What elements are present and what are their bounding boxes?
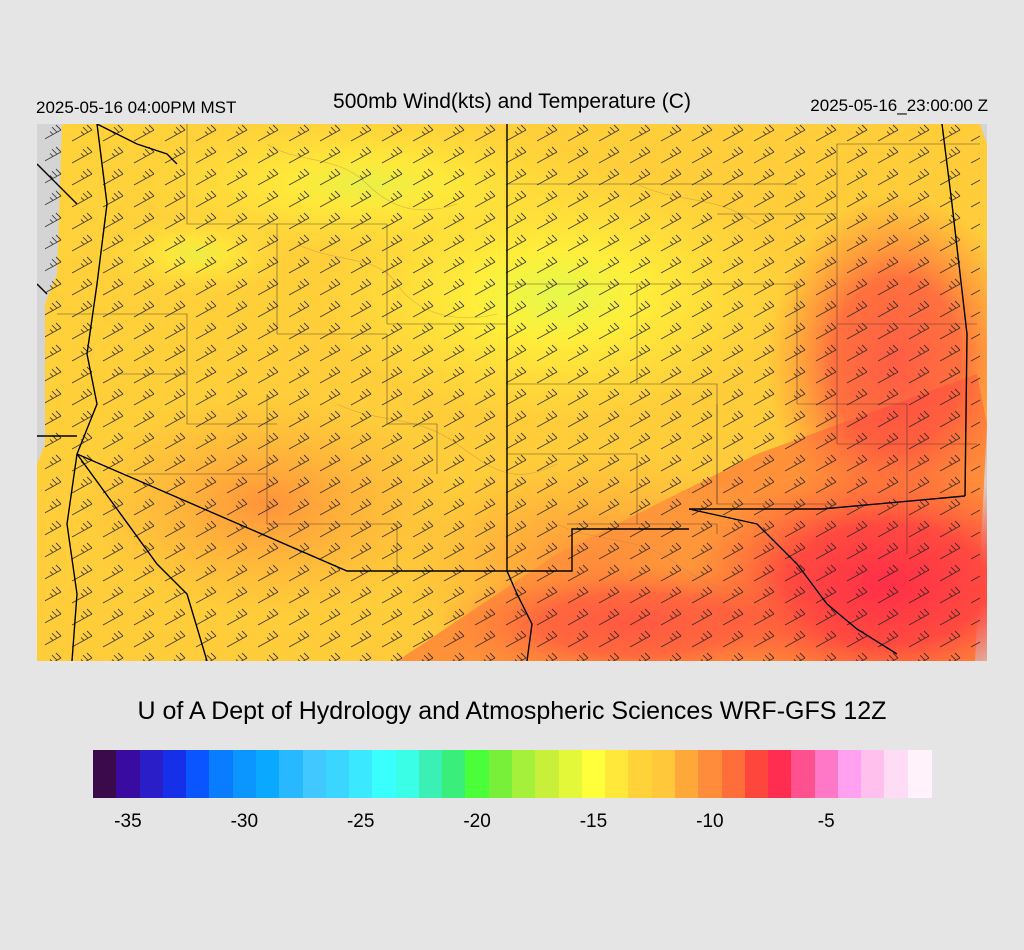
colorbar-cell — [628, 750, 653, 798]
colorbar-cell — [139, 750, 164, 798]
colorbar-tick-label: -25 — [346, 811, 375, 832]
colorbar-cell — [465, 750, 490, 798]
valid-time-local: 2025-05-16 04:00PM MST — [36, 98, 237, 117]
colorbar-tick-label: -10 — [696, 811, 724, 832]
colorbar-cell — [279, 750, 304, 798]
colorbar-cell — [791, 750, 816, 798]
colorbar-cell — [372, 750, 397, 798]
colorbar-cell — [255, 750, 280, 798]
colorbar-cell — [349, 750, 373, 798]
colorbar-cell — [488, 750, 513, 798]
state-boundaries — [37, 124, 968, 661]
wind-barbs — [45, 124, 980, 661]
colorbar-cell — [814, 750, 839, 798]
colorbar-cell — [721, 750, 746, 798]
colorbar-cell — [209, 750, 234, 798]
colorbar-cell — [116, 750, 141, 798]
colorbar-cell — [302, 750, 327, 798]
valid-time-utc: 2025-05-16_23:00:00 Z — [810, 96, 988, 115]
colorbar-tick-label: -30 — [230, 811, 259, 832]
colorbar-cell — [535, 750, 560, 798]
map-panel — [37, 124, 987, 661]
colorbar-cell — [837, 750, 862, 798]
colorbar-cell — [674, 750, 699, 798]
colorbar-cell — [162, 750, 187, 798]
colorbar-cell — [651, 750, 676, 798]
colorbar-cell — [395, 750, 420, 798]
colorbar-cell — [325, 750, 350, 798]
colorbar-cell — [442, 750, 467, 798]
colorbar-cell — [512, 750, 536, 798]
colorbar-cell — [558, 750, 583, 798]
colorbar-cell — [861, 750, 886, 798]
colorbar-cell — [418, 750, 443, 798]
temperature-colorbar — [93, 750, 932, 798]
colorbar-cell — [907, 750, 932, 798]
county-boundaries — [57, 124, 980, 574]
colorbar-cell — [698, 750, 723, 798]
colorbar-tick-label: -15 — [579, 811, 608, 832]
colorbar-tick-label: -35 — [114, 811, 142, 832]
colorbar-cell — [93, 750, 117, 798]
map-title: 500mb Wind(kts) and Temperature (C) — [333, 90, 691, 113]
colorbar-cell — [186, 750, 210, 798]
colorbar-tick-label: -5 — [817, 811, 835, 832]
colorbar-cell — [605, 750, 629, 798]
colorbar-cell — [744, 750, 769, 798]
colorbar-cell — [884, 750, 909, 798]
credit-line: U of A Dept of Hydrology and Atmospheric… — [137, 697, 887, 725]
colorbar-cell — [581, 750, 606, 798]
colorbar-cell — [768, 750, 792, 798]
colorbar-cell — [232, 750, 257, 798]
colorbar-tick-label: -20 — [463, 811, 491, 832]
